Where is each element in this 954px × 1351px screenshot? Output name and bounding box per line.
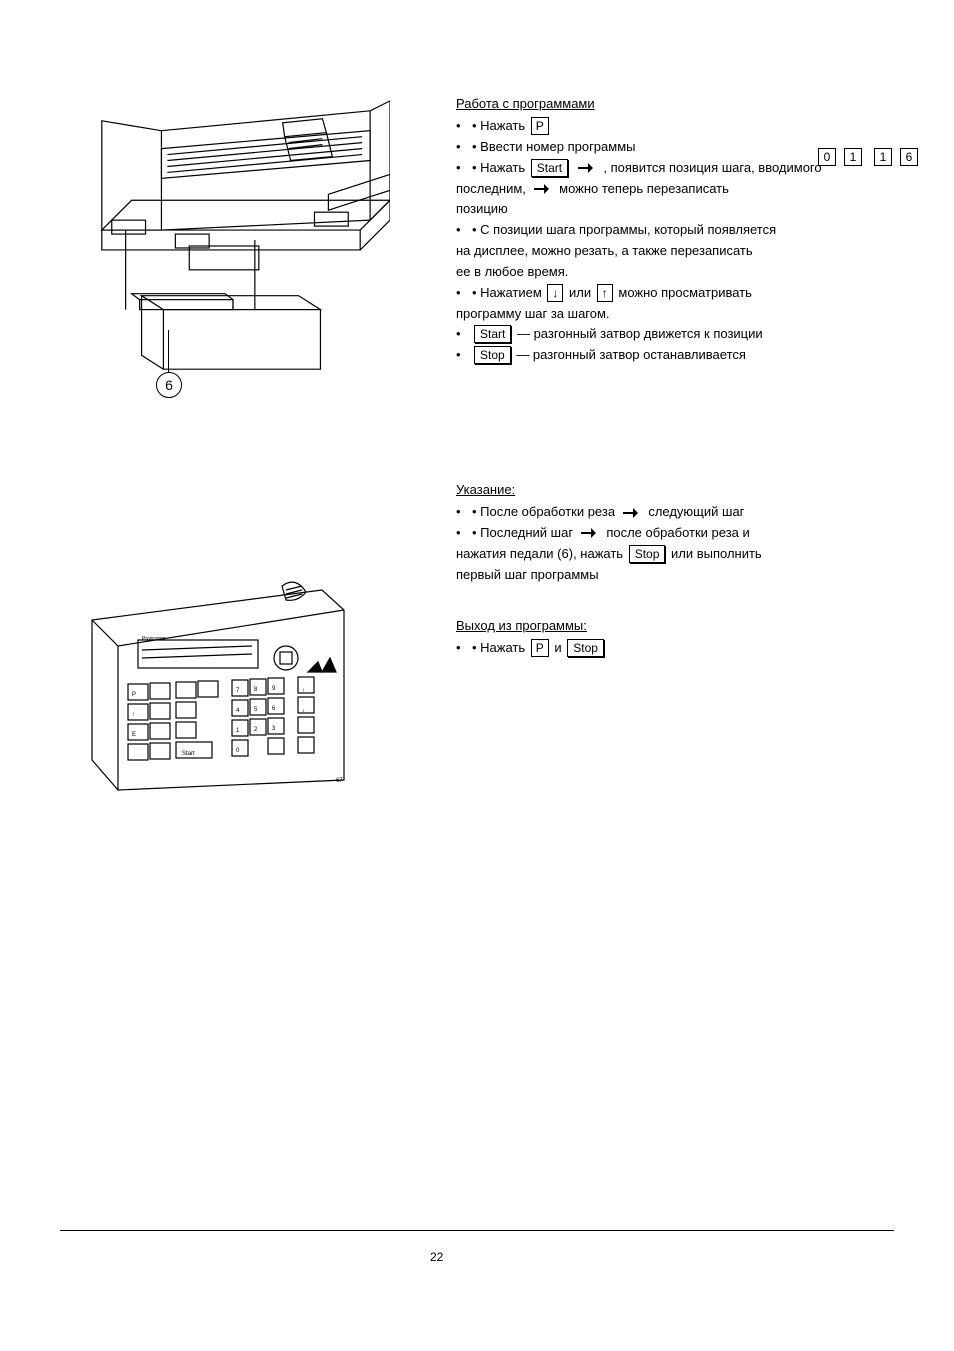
- svg-text:9: 9: [272, 686, 276, 692]
- svg-text:8: 8: [254, 687, 258, 693]
- s2-line2: • • Последний шаг после обработки реза и: [456, 524, 886, 543]
- key-stop-icon: Stop: [474, 346, 511, 364]
- s1-line6: •• С позиции шага программы, который поя…: [456, 221, 886, 240]
- s1-line11: • Start — разгонный затвор движется к по…: [456, 325, 886, 344]
- svg-text:Start: Start: [182, 751, 195, 757]
- svg-text:↑: ↑: [132, 712, 135, 718]
- svg-text:↑: ↑: [302, 688, 305, 694]
- section-exit-title: Выход из программы:: [456, 618, 886, 633]
- s1-line5: позицию: [456, 200, 886, 219]
- s3-line1: • • Нажать P и Stop: [456, 639, 886, 658]
- callout-6: 6: [156, 372, 182, 398]
- s1-line3: • • Нажать Start , появится позиция шага…: [456, 159, 886, 178]
- svg-text:P: P: [132, 692, 136, 698]
- svg-text:3: 3: [272, 726, 276, 732]
- key-down-icon: ↓: [547, 284, 563, 302]
- section-programs: Работа с программами • • Нажать P • • Вв…: [456, 96, 886, 367]
- section-exit: Выход из программы: • • Нажать P и Stop: [456, 618, 886, 660]
- arrow-right-icon: [578, 163, 596, 173]
- s1-line4: последним, можно теперь перезаписать: [456, 180, 886, 199]
- svg-text:1: 1: [236, 728, 240, 734]
- svg-text:67: 67: [336, 778, 343, 784]
- key-p-icon: P: [531, 639, 549, 657]
- footer-rule: [60, 1230, 894, 1231]
- arrow-right-icon: [623, 508, 641, 518]
- key-p-icon: P: [531, 117, 549, 135]
- key-up-icon: ↑: [597, 284, 613, 302]
- section-programs-title: Работа с программами: [456, 96, 886, 111]
- svg-text:E: E: [132, 732, 136, 738]
- key-6: 6: [900, 148, 918, 166]
- section-note-title: Указание:: [456, 482, 886, 497]
- s2-line1: • • После обработки реза следующий шаг: [456, 503, 886, 522]
- svg-text:5: 5: [254, 707, 258, 713]
- key-stop-icon: Stop: [629, 545, 666, 563]
- figure-cutting-machine: [72, 100, 390, 386]
- key-start-icon: Start: [531, 159, 568, 177]
- s1-line1: • • Нажать P: [456, 117, 886, 136]
- s1-line10: программу шаг за шагом.: [456, 305, 886, 324]
- svg-text:6: 6: [272, 706, 276, 712]
- key-start-icon: Start: [474, 325, 511, 343]
- s1-line8: ее в любое время.: [456, 263, 886, 282]
- svg-text:Programm: Programm: [142, 636, 165, 642]
- s1-line2: • • Ввести номер программы: [456, 138, 886, 157]
- page-number: 22: [430, 1250, 443, 1264]
- s2-line4: первый шаг программы: [456, 566, 886, 585]
- section-note: Указание: • • После обработки реза следу…: [456, 482, 886, 586]
- s1-line9: • • Нажатием ↓ или ↑ можно просматривать: [456, 284, 886, 303]
- callout-leader: [168, 330, 169, 372]
- s1-line12: • Stop — разгонный затвор останавливаетс…: [456, 346, 886, 365]
- arrow-right-icon: [534, 184, 552, 194]
- s2-line3: нажатия педали (6), нажать Stop или выпо…: [456, 545, 886, 564]
- svg-text:2: 2: [254, 727, 258, 733]
- key-stop-icon: Stop: [567, 639, 604, 657]
- arrow-right-icon: [581, 528, 599, 538]
- svg-text:↓: ↓: [302, 708, 305, 714]
- svg-text:4: 4: [236, 708, 240, 714]
- figure-control-keypad: Programm: [82, 550, 362, 800]
- s1-line7: на дисплее, можно резать, а также переза…: [456, 242, 886, 261]
- svg-text:7: 7: [236, 688, 240, 694]
- svg-text:0: 0: [236, 748, 240, 754]
